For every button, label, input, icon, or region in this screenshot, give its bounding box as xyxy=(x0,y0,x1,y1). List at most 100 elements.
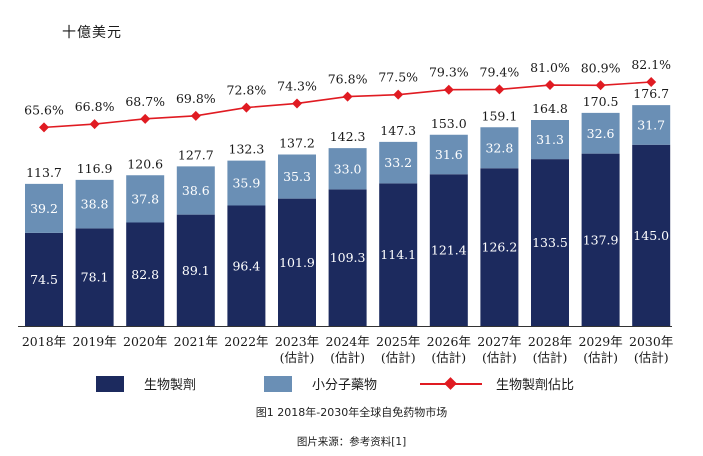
ratio-marker xyxy=(443,84,454,95)
data-label-biologics: 96.4 xyxy=(232,258,260,273)
legend-swatch-biologics xyxy=(96,375,124,392)
ratio-marker xyxy=(545,80,555,91)
bar-small-molecule xyxy=(480,127,519,169)
x-tick-sublabel: (估計) xyxy=(583,350,618,365)
data-label-biologics: 145.0 xyxy=(633,228,669,243)
chart-legend: 生物製劑 小分子藥物 生物製劑佔比 xyxy=(0,374,703,398)
x-tick-label: 2030年 xyxy=(629,334,673,349)
bar-small-molecule xyxy=(429,134,468,175)
x-tick-label: 2027年 xyxy=(477,334,521,349)
bar-biologics xyxy=(531,159,569,326)
data-label-total: 116.9 xyxy=(77,161,113,176)
ratio-label: 72.8% xyxy=(227,83,267,98)
data-label-total: 153.0 xyxy=(431,116,467,131)
ratio-label: 80.9% xyxy=(581,60,621,75)
x-tick-sublabel: (估計) xyxy=(280,350,315,365)
bar-small-molecule xyxy=(581,112,620,154)
ratio-marker xyxy=(393,89,404,100)
data-label-small-molecule: 35.9 xyxy=(232,176,260,191)
data-label-total: 132.3 xyxy=(229,142,265,157)
data-label-small-molecule: 32.8 xyxy=(485,140,513,155)
data-label-total: 164.8 xyxy=(532,101,568,116)
data-label-total: 137.2 xyxy=(279,136,315,151)
data-label-small-molecule: 31.7 xyxy=(637,117,665,132)
x-tick-label: 2029年 xyxy=(578,334,622,349)
data-label-total: 147.3 xyxy=(380,123,416,138)
data-label-small-molecule: 39.2 xyxy=(30,201,58,216)
x-tick-sublabel: (估計) xyxy=(482,350,517,365)
data-label-biologics: 133.5 xyxy=(532,235,568,250)
ratio-marker xyxy=(292,98,302,109)
x-tick-label: 2025年 xyxy=(376,334,420,349)
ratio-label: 81.0% xyxy=(530,60,570,75)
bar-biologics xyxy=(25,232,63,326)
data-label-biologics: 89.1 xyxy=(182,263,210,278)
data-label-total: 120.6 xyxy=(127,156,163,171)
bar-biologics xyxy=(278,198,316,326)
data-label-small-molecule: 35.3 xyxy=(283,169,311,184)
x-tick-label: 2023年 xyxy=(275,334,319,349)
legend-swatch-small-molecule xyxy=(264,375,292,392)
ratio-marker xyxy=(89,119,100,130)
bar-biologics xyxy=(176,214,215,326)
stacked-bar-chart: 74.5 39.2 113.7 2018年 78.1 38.8 116.9 2019年 82.8… xyxy=(18,57,673,365)
data-label-total: 159.1 xyxy=(482,108,518,123)
x-tick-sublabel: (估計) xyxy=(381,350,416,365)
unit-label: 十億美元 xyxy=(62,25,122,41)
data-label-total: 176.7 xyxy=(633,86,669,101)
bar-small-molecule xyxy=(25,183,63,233)
bar-biologics xyxy=(75,228,114,326)
ratio-marker xyxy=(342,91,353,102)
x-tick-sublabel: (估計) xyxy=(431,350,466,365)
x-tick-label: 2018年 xyxy=(22,334,66,349)
legend-item-biologics: 生物製劑 xyxy=(96,374,196,393)
bar-small-molecule xyxy=(75,179,114,229)
bar-biologics xyxy=(328,189,367,326)
data-label-small-molecule: 37.8 xyxy=(131,191,159,206)
data-label-biologics: 126.2 xyxy=(482,240,518,255)
ratio-marker xyxy=(190,110,201,121)
ratio-label: 79.4% xyxy=(480,64,520,79)
bar-biologics xyxy=(632,144,671,326)
data-label-biologics: 78.1 xyxy=(81,270,109,285)
data-label-total: 127.7 xyxy=(178,147,214,162)
bar-small-molecule xyxy=(126,175,165,223)
x-tick-label: 2021年 xyxy=(174,334,218,349)
data-label-biologics: 82.8 xyxy=(131,267,159,282)
ratio-marker xyxy=(241,102,252,113)
x-tick-label: 2020年 xyxy=(123,334,167,349)
data-label-small-molecule: 31.6 xyxy=(435,147,463,162)
ratio-marker xyxy=(39,122,49,133)
x-tick-label: 2028年 xyxy=(528,334,572,349)
legend-item-ratio: 生物製劑佔比 xyxy=(420,374,574,393)
data-label-total: 142.3 xyxy=(330,129,366,144)
ratio-label: 77.5% xyxy=(378,70,418,85)
bar-small-molecule xyxy=(278,154,316,199)
bar-small-molecule xyxy=(632,105,671,145)
ratio-label: 79.3% xyxy=(429,65,469,80)
x-tick-label: 2019年 xyxy=(72,334,116,349)
x-tick-sublabel: (估計) xyxy=(533,350,568,365)
x-tick-label: 2026年 xyxy=(427,334,471,349)
bar-biologics xyxy=(429,174,468,326)
bar-small-molecule xyxy=(531,120,569,160)
legend-label-ratio: 生物製劑佔比 xyxy=(496,378,575,393)
data-label-small-molecule: 31.3 xyxy=(536,132,564,147)
bar-small-molecule xyxy=(227,160,266,206)
data-label-biologics: 137.9 xyxy=(583,232,619,247)
data-label-small-molecule: 32.6 xyxy=(587,126,615,141)
bar-biologics xyxy=(379,183,418,326)
bar-biologics xyxy=(480,168,519,326)
ratio-label: 69.8% xyxy=(176,91,216,106)
bar-small-molecule xyxy=(328,148,367,190)
legend-label-small-molecule: 小分子藥物 xyxy=(312,378,378,393)
x-tick-label: 2022年 xyxy=(224,334,268,349)
legend-swatch-ratio xyxy=(420,376,482,392)
figure-source: 图片来源：参考资料[1] xyxy=(296,436,407,448)
data-label-biologics: 121.4 xyxy=(431,243,467,258)
data-label-small-molecule: 38.8 xyxy=(81,197,109,212)
ratio-label: 65.6% xyxy=(24,102,64,117)
data-label-small-molecule: 33.2 xyxy=(384,155,412,170)
ratio-marker xyxy=(140,113,151,124)
ratio-label: 82.1% xyxy=(631,57,671,72)
